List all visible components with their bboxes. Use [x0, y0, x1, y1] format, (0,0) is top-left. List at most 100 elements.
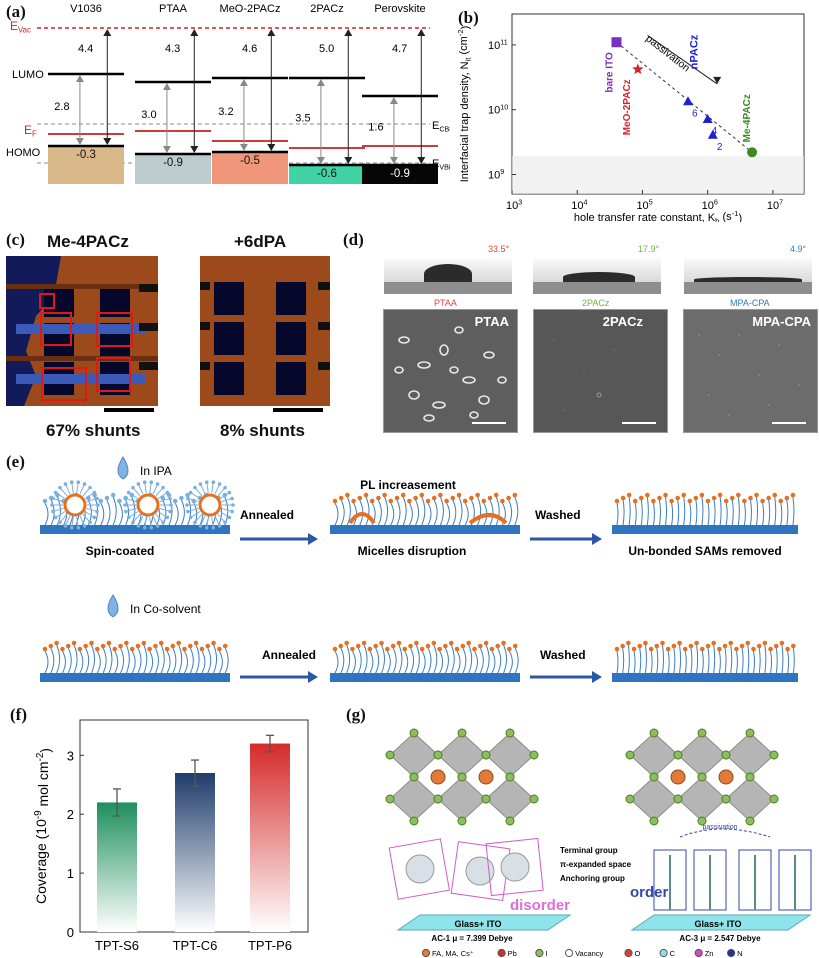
iodide — [409, 728, 419, 738]
process-arrow-head — [592, 533, 602, 545]
gap-arrow-head — [239, 144, 248, 151]
micelle-tail — [138, 484, 144, 495]
micelle-tail — [219, 492, 229, 499]
micelle-head — [227, 515, 232, 520]
sam-headgroup — [784, 495, 790, 501]
sam-molecule — [180, 499, 185, 526]
ac1-label: AC-1 μ = 7.399 Debye — [431, 934, 513, 943]
micelle-head — [217, 524, 222, 528]
sam-molecule — [725, 502, 728, 526]
octahedron — [437, 732, 487, 778]
sam-headgroup — [185, 492, 190, 498]
iodide — [385, 794, 395, 804]
micelle-tail — [82, 513, 90, 522]
micelle-head — [76, 480, 81, 485]
sam-molecule — [369, 650, 374, 674]
micelle-head — [123, 503, 127, 507]
vac-arrow-head — [267, 29, 276, 36]
x-tick-label: TPT-P6 — [248, 938, 292, 953]
sam-molecule — [224, 647, 229, 674]
sam-molecule — [634, 502, 637, 526]
micelle-tail — [129, 511, 139, 518]
x-tick-label: 103 — [506, 199, 522, 212]
angle-value-2pacz: 17.9° — [638, 244, 660, 254]
sam-molecule — [684, 650, 687, 674]
micelle-head — [126, 490, 131, 495]
micelle-tail — [71, 483, 74, 494]
sam-process-schematic: In IPA Annealed Spin-coated PL increasement… — [40, 456, 798, 683]
washed-label-bottom: Washed — [540, 648, 586, 662]
sam-headgroup — [739, 643, 745, 649]
evbm-label: EVBM — [432, 158, 450, 172]
sam-core — [500, 852, 530, 882]
gap-arrow-head — [239, 79, 248, 86]
micelle-head — [165, 515, 170, 520]
sam-headgroup — [614, 646, 620, 652]
iodide — [481, 794, 491, 804]
bar-tpt-p6 — [250, 743, 290, 932]
sam-molecule — [662, 644, 664, 674]
column-title: 2PACz — [310, 3, 343, 15]
sam-molecule — [646, 496, 649, 526]
sam-molecule — [753, 650, 755, 674]
micelle-tail — [152, 515, 158, 526]
sam-molecule — [743, 502, 746, 526]
passivation-label: passivation — [702, 824, 737, 831]
sam-molecule — [477, 496, 482, 526]
lumo-label: LUMO — [12, 69, 44, 81]
iodide — [649, 728, 659, 738]
angle-name-ptaa: PTAA — [434, 298, 457, 308]
column-title: MeO-2PACz — [220, 3, 281, 15]
micelle-head — [82, 524, 87, 528]
sam-headgroup — [338, 643, 344, 649]
sam-molecule — [108, 644, 113, 674]
micelle-tail — [56, 511, 66, 518]
sam-headgroup — [722, 643, 728, 649]
iodide — [721, 750, 731, 760]
homo-label: HOMO — [6, 147, 41, 159]
sam-headgroup — [170, 643, 176, 649]
sam-headgroup — [83, 643, 88, 649]
glass-label-left: Glass+ ITO — [454, 919, 501, 929]
sam-headgroup — [110, 492, 116, 498]
micelle-tail — [149, 516, 152, 527]
micelle-tail — [214, 484, 220, 495]
sam-headgroup — [645, 492, 650, 498]
sam-headgroup — [48, 643, 54, 649]
sam-molecule — [770, 650, 773, 674]
sam-molecule — [775, 647, 778, 674]
sam-molecule — [172, 647, 177, 674]
micelle-tail — [200, 515, 206, 526]
sam-headgroup — [790, 492, 796, 498]
sam-headgroup — [791, 643, 796, 649]
sam-headgroup — [385, 646, 390, 652]
disordered-sam — [388, 838, 451, 900]
shunt-image-left — [6, 256, 158, 406]
sam-molecule — [386, 650, 391, 674]
micelle-core — [136, 493, 160, 517]
micelle-head — [223, 520, 227, 525]
sam-headgroup — [419, 492, 425, 498]
sam-headgroup — [407, 498, 412, 504]
sam-headgroup — [419, 646, 425, 652]
micelle-tail — [214, 515, 220, 526]
sam-headgroup — [172, 498, 178, 504]
legend-swatch — [421, 948, 431, 958]
sam-headgroup — [355, 643, 361, 649]
sam-headgroup — [350, 646, 355, 652]
micelle-head — [149, 480, 154, 485]
micelle-tail — [60, 513, 68, 522]
iodide — [649, 772, 659, 782]
a-site-cation — [670, 769, 686, 785]
sam-headgroup — [373, 643, 378, 649]
sam-molecule — [665, 496, 668, 526]
homo-offset-label: -0.5 — [240, 155, 260, 167]
micelle-core — [198, 493, 222, 517]
micelle-head — [155, 524, 160, 528]
sam-molecule — [357, 647, 362, 674]
sam-molecule — [125, 499, 130, 526]
legend-label: Pb — [508, 949, 517, 958]
sam-molecule — [114, 650, 119, 674]
sam-molecule — [616, 650, 619, 674]
vac-gap-label: 5.0 — [319, 43, 334, 55]
